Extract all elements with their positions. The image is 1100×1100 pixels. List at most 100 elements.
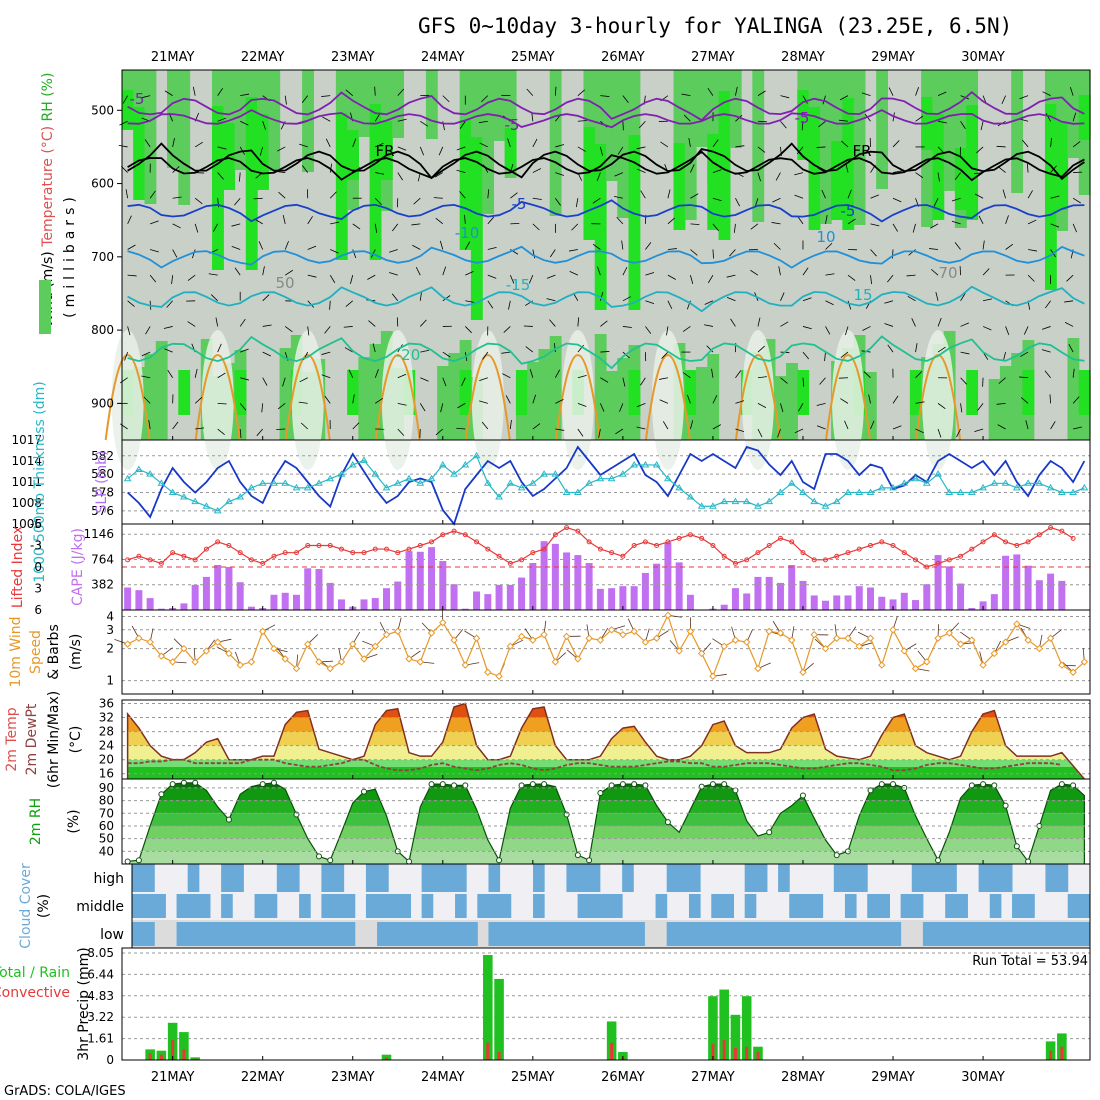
lifted-index-marker: [732, 560, 738, 566]
wind-barb: [704, 324, 714, 327]
cloud-cell: [443, 922, 456, 946]
wind-barb: [479, 142, 488, 148]
wind-barb: [754, 198, 759, 207]
lifted-index-marker: [879, 539, 885, 545]
wind-barb: [757, 376, 767, 379]
temperature-contour: [127, 245, 1085, 269]
lifted-index-marker: [924, 564, 930, 570]
cloud-cell: [577, 922, 590, 946]
cloud-cell: [232, 922, 244, 946]
wind-speed-marker: [1080, 658, 1089, 666]
wind-barb: [937, 91, 947, 97]
wind-barb: [757, 90, 766, 96]
rh-marker: [597, 789, 604, 796]
wind-barb: [508, 300, 511, 310]
cape-bar: [236, 582, 244, 610]
cloud-cell: [744, 922, 757, 946]
wind-barb: [960, 292, 966, 302]
cloud-cell: [688, 922, 701, 946]
rh-streak-low: [864, 372, 877, 440]
theta-contour: [554, 354, 601, 441]
precip-total-bar: [719, 989, 729, 1060]
wind-barb: [906, 274, 916, 277]
wind-barb: [554, 343, 556, 353]
cape-bar: [225, 567, 233, 610]
wind-barb: [367, 274, 376, 280]
cloud-cell: [455, 894, 467, 918]
wind-barb: [980, 121, 984, 131]
lifted-index-marker: [834, 553, 840, 559]
thickness-marker: [1035, 479, 1044, 486]
wind-barb: [868, 394, 871, 404]
wind-barb: [259, 146, 264, 156]
wind-barb: [194, 197, 203, 205]
rh-streak: [729, 70, 742, 148]
lifted-index-marker: [372, 546, 378, 552]
wind-barb: [660, 141, 669, 148]
wind-barb: [442, 351, 451, 358]
rh-streak: [1011, 70, 1024, 193]
lifted-index-marker: [868, 543, 874, 548]
lifted-index-marker: [935, 560, 941, 566]
cape-bar: [754, 576, 762, 610]
wind-speed-marker: [382, 630, 391, 639]
wind-barb: [546, 298, 556, 302]
cape-bar: [731, 588, 739, 610]
cloud-cell: [577, 864, 590, 892]
temperature-contour: [127, 335, 1085, 370]
y-tick-label: 800: [91, 323, 114, 337]
precip-convective-bar: [756, 1052, 760, 1060]
wind-barb: [645, 300, 655, 304]
wind-speed-marker: [157, 652, 166, 660]
rh-marker: [1013, 843, 1020, 850]
wind-barb: [757, 146, 766, 153]
rh-streak-bright: [122, 90, 134, 130]
cloud-cell: [533, 894, 545, 918]
wind-barb: [690, 275, 694, 284]
wind-barb: [434, 172, 443, 178]
wind-barb: [915, 343, 918, 353]
rh-marker: [259, 781, 266, 788]
thickness-marker: [168, 488, 177, 495]
lifted-index-marker: [395, 550, 401, 556]
y-tick-label: 20: [99, 753, 114, 767]
cloud-cell: [700, 922, 712, 946]
wind-barb: [690, 164, 695, 173]
rh-streak: [673, 70, 686, 183]
wind-barb: [822, 95, 826, 105]
cloud-cell: [688, 894, 701, 918]
rh-marker: [406, 858, 413, 865]
cloud-cell: [922, 864, 935, 892]
wind-barb: [240, 348, 249, 353]
thickness-marker: [450, 470, 458, 477]
slp-line: [127, 445, 1086, 526]
contour-label: 15: [853, 286, 872, 304]
y-tick-label: 0: [106, 1053, 114, 1067]
wind-barb: [456, 427, 466, 430]
rh-streak-bright: [966, 105, 979, 220]
rh-marker: [878, 781, 885, 788]
wind-barb: [532, 138, 538, 148]
precip-total-label: Total / Rain: [0, 965, 70, 981]
wind-barb: [636, 426, 646, 430]
cloud-cell: [544, 922, 556, 946]
cloud-cell: [455, 864, 467, 892]
lifted-index-marker: [282, 550, 288, 556]
wind-barb: [892, 223, 899, 232]
wind-barb: [487, 274, 497, 279]
wind-speed-marker: [979, 661, 987, 669]
wind-barb: [505, 395, 511, 404]
wind-barb: [330, 221, 340, 225]
wind-barb: [735, 86, 738, 96]
wind-speed-marker: [315, 658, 323, 666]
rh-streak-bright: [932, 114, 945, 220]
wind-speed-marker: [123, 640, 132, 648]
cape-bar: [1024, 565, 1032, 610]
wind10m-panel: 1 2 34 10m Wind Speed & Barbs (m/s): [8, 608, 1091, 695]
lifted-index-marker: [575, 528, 581, 534]
y-tick-label: 500: [91, 103, 114, 117]
rh-streak-bright: [470, 137, 483, 320]
rh-marker: [496, 857, 503, 864]
wind-speed-marker: [180, 644, 188, 653]
cloud-cell: [187, 922, 200, 946]
